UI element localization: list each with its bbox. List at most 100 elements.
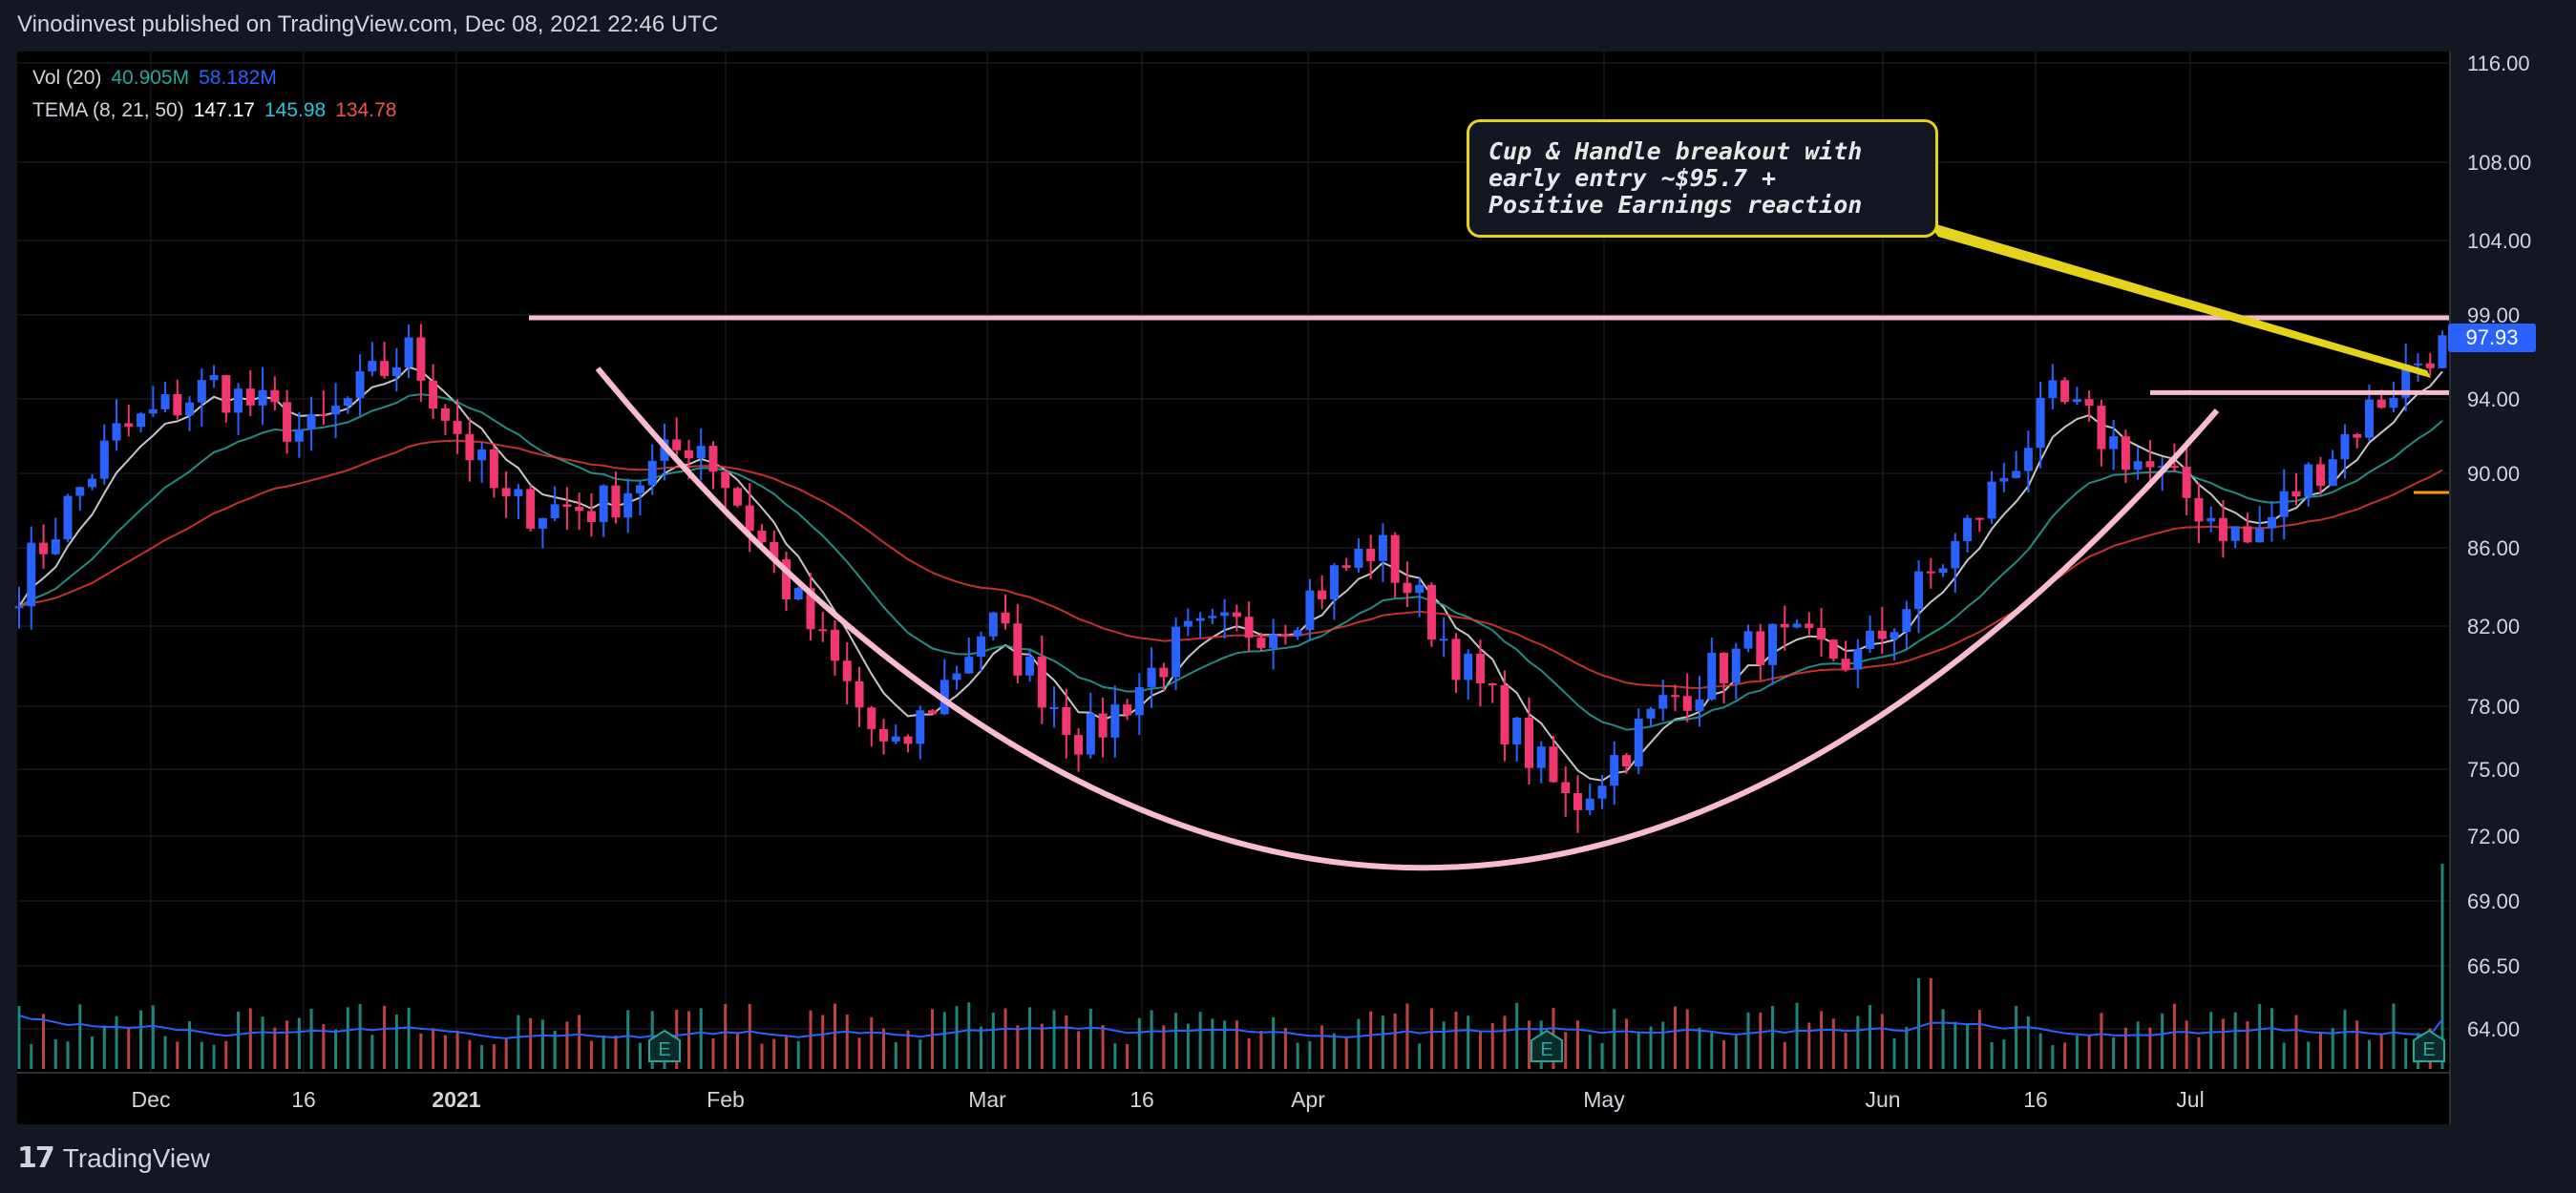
candle — [1743, 631, 1753, 649]
candle — [2072, 399, 2081, 403]
volume-bar — [882, 1028, 886, 1069]
volume-bar — [1052, 1010, 1056, 1069]
candle — [124, 423, 134, 428]
candle — [1792, 623, 1802, 628]
volume-bar — [42, 1014, 46, 1069]
volume-bar — [151, 1005, 155, 1069]
candle — [2036, 397, 2045, 449]
candle — [197, 380, 206, 403]
candle — [1610, 755, 1619, 786]
candle — [1110, 704, 1120, 738]
tema-legend-value-3: 134.78 — [335, 99, 397, 121]
candle — [2121, 436, 2130, 471]
candle — [416, 337, 426, 381]
volume-bar — [906, 1030, 910, 1069]
volume-bar — [2015, 1005, 2018, 1069]
candle — [380, 361, 390, 377]
candle — [319, 413, 328, 416]
volume-bar — [2038, 1033, 2042, 1069]
candle — [745, 505, 754, 532]
x-tick-label: Feb — [707, 1087, 745, 1112]
candle — [501, 488, 511, 496]
tema-legend-value-1: 147.17 — [193, 99, 255, 121]
volume-bar — [834, 1003, 837, 1069]
candle — [1269, 634, 1278, 649]
volume-bar — [2246, 1021, 2249, 1069]
candle — [1488, 682, 1497, 685]
axes: 116.00 108.00 104.00 99.00 94.00 90.00 86.00 82… — [17, 52, 2531, 1124]
volume-bar — [1077, 1031, 1081, 1069]
candle — [867, 707, 876, 729]
candle — [1573, 793, 1582, 810]
volume-bar — [504, 1037, 508, 1069]
candle — [1817, 628, 1826, 640]
candle — [453, 420, 462, 434]
candle — [2182, 466, 2191, 498]
candle — [1731, 648, 1741, 683]
candle — [1780, 623, 1789, 628]
candle — [1475, 653, 1485, 683]
candle — [1256, 638, 1266, 649]
brand-name: TradingView — [62, 1142, 210, 1173]
volume-bar — [857, 1037, 861, 1069]
volume-bar — [2002, 1039, 2006, 1069]
volume-bar — [1624, 1018, 1628, 1069]
volume-bar — [2185, 1020, 2188, 1069]
volume-bar — [1332, 1033, 1336, 1069]
earnings-marker[interactable]: E — [648, 1029, 681, 1062]
volume-bar — [2197, 1036, 2201, 1069]
candle — [575, 507, 584, 512]
candle — [623, 492, 633, 518]
volume-legend-value-2: 58.182M — [199, 67, 277, 89]
volume-bar — [1418, 1043, 1422, 1069]
footer-brand[interactable]: 𝟭𝟳 TradingView — [17, 1141, 210, 1175]
candle — [465, 433, 475, 461]
candle — [831, 629, 840, 661]
earnings-marker[interactable]: E — [2413, 1029, 2445, 1062]
volume-bar — [602, 1035, 605, 1069]
volume-bar — [1977, 1010, 1981, 1069]
earnings-marker[interactable]: E — [1531, 1029, 1563, 1062]
volume-bar — [1710, 1033, 1714, 1069]
volume-bar — [517, 1015, 520, 1069]
volume-bar — [322, 1024, 326, 1069]
annotation-callout[interactable]: Cup & Handle breakout with early entry ~… — [1467, 119, 1938, 238]
candle — [514, 489, 523, 496]
volume-bar — [1137, 1017, 1141, 1069]
volume-bar — [1869, 1005, 1872, 1069]
candle — [1293, 630, 1302, 637]
volume-bar — [2331, 1028, 2334, 1069]
volume-bar — [1649, 1026, 1653, 1069]
tema-legend[interactable]: TEMA (8, 21, 50) 147.17 145.98 134.78 — [32, 99, 406, 122]
candle — [2279, 491, 2289, 517]
candle — [1074, 735, 1084, 755]
candle — [2133, 461, 2143, 471]
candle — [672, 439, 682, 450]
candle — [708, 446, 718, 472]
volume-bar — [1467, 1015, 1470, 1069]
candle — [2425, 363, 2435, 368]
volume-legend[interactable]: Vol (20) 40.905M 58.182M — [32, 67, 286, 90]
volume-bar — [1357, 1018, 1361, 1069]
candle — [1646, 708, 1656, 719]
volume-bar — [1308, 1040, 1312, 1069]
volume-bar — [1698, 1027, 1701, 1069]
candle — [1390, 534, 1400, 583]
volume-bar — [1405, 1003, 1409, 1069]
candle — [14, 606, 24, 609]
candle — [391, 366, 401, 377]
candle — [1963, 517, 1973, 542]
candle — [1914, 571, 1924, 610]
candle — [1549, 746, 1558, 783]
candle — [2389, 397, 2398, 408]
volume-bar — [53, 1038, 57, 1069]
candle — [1451, 638, 1461, 680]
candle — [1926, 571, 1935, 574]
candle — [2315, 464, 2325, 487]
volume-bar — [748, 1003, 751, 1069]
candle — [781, 559, 791, 600]
volume-bar — [1953, 1021, 1957, 1069]
candle — [1805, 623, 1814, 629]
